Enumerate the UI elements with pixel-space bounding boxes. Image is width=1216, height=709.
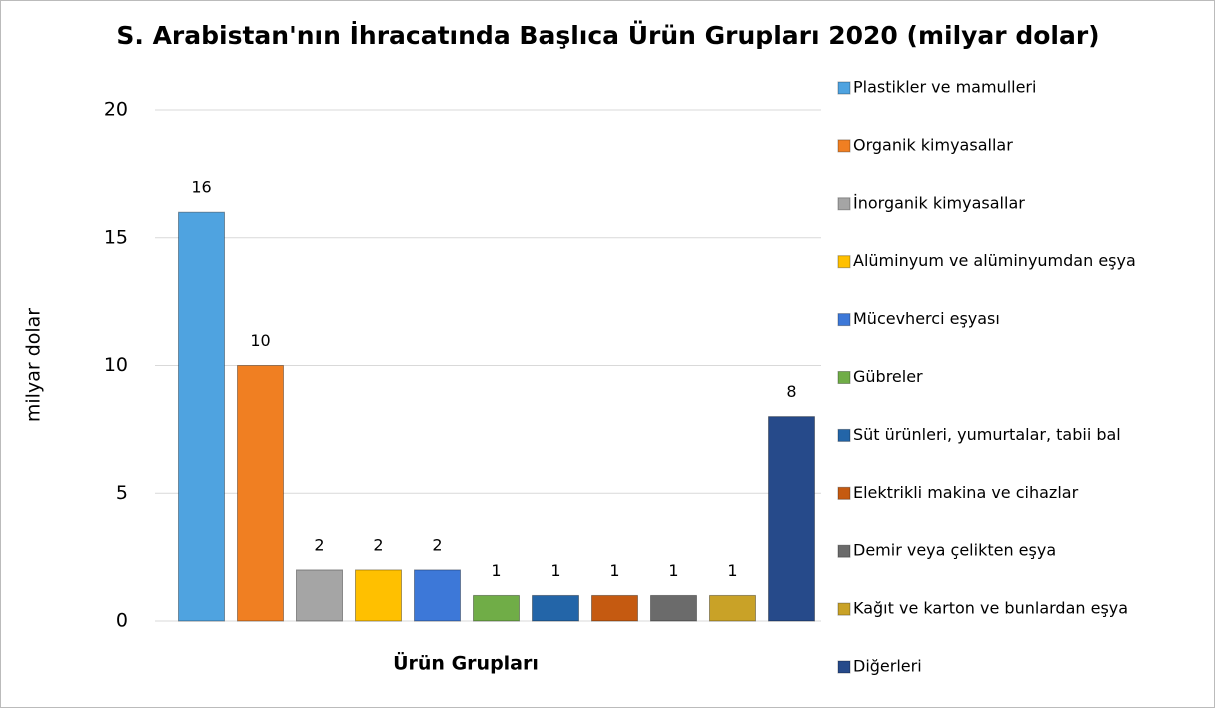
chart-title: S. Arabistan'nın İhracatında Başlıca Ürü…	[116, 20, 1099, 50]
data-label: 10	[250, 331, 270, 350]
data-label: 1	[491, 561, 501, 580]
data-label: 2	[373, 535, 383, 554]
data-label: 1	[550, 561, 560, 580]
data-label: 2	[314, 535, 324, 554]
legend-swatch	[837, 197, 851, 211]
data-label: 16	[191, 178, 211, 197]
bar	[532, 594, 579, 622]
legend-swatch	[837, 544, 851, 558]
legend-swatch	[837, 660, 851, 674]
bar	[768, 416, 815, 622]
legend-label: Elektrikli makina ve cihazlar	[853, 483, 1079, 502]
legend-label: Alüminyum ve alüminyumdan eşya	[853, 251, 1136, 270]
y-tick-label: 0	[116, 610, 128, 632]
legend-swatch	[837, 81, 851, 95]
data-label: 2	[432, 535, 442, 554]
legend-label: Kağıt ve karton ve bunlardan eşya	[853, 599, 1128, 618]
y-tick-label: 20	[104, 99, 128, 121]
data-label: 1	[668, 561, 678, 580]
legend-label: Organik kimyasallar	[853, 135, 1013, 154]
legend-swatch	[837, 602, 851, 616]
y-tick-label: 10	[104, 354, 128, 376]
x-axis-title: Ürün Grupları	[393, 651, 539, 675]
data-label: 1	[609, 561, 619, 580]
y-tick-label: 5	[116, 482, 128, 504]
bar	[355, 569, 402, 622]
legend-label: Plastikler ve mamulleri	[853, 78, 1036, 97]
bar	[650, 594, 697, 622]
legend-swatch	[837, 428, 851, 442]
legend-swatch	[837, 371, 851, 384]
y-axis-title: milyar dolar	[23, 308, 45, 422]
legend-label: Mücevherci eşyası	[853, 309, 1000, 328]
bar	[237, 365, 284, 622]
bar	[591, 594, 638, 622]
bar	[709, 594, 756, 622]
legend-swatch	[837, 313, 851, 327]
legend-swatch	[837, 486, 851, 500]
data-label: 8	[786, 382, 796, 401]
bar	[296, 569, 343, 622]
legend-label: Diğerleri	[853, 657, 922, 676]
legend-swatch	[837, 255, 851, 269]
data-label: 1	[727, 561, 737, 580]
bar	[473, 594, 520, 622]
bar	[178, 211, 225, 622]
y-tick-label: 15	[104, 226, 128, 248]
bar	[414, 569, 461, 622]
legend-label: Gübreler	[853, 367, 923, 386]
legend-swatch	[837, 139, 851, 153]
legend-label: Süt ürünleri, yumurtalar, tabii bal	[853, 425, 1121, 444]
legend-label: İnorganik kimyasallar	[853, 193, 1025, 212]
legend-label: Demir veya çelikten eşya	[853, 541, 1056, 560]
